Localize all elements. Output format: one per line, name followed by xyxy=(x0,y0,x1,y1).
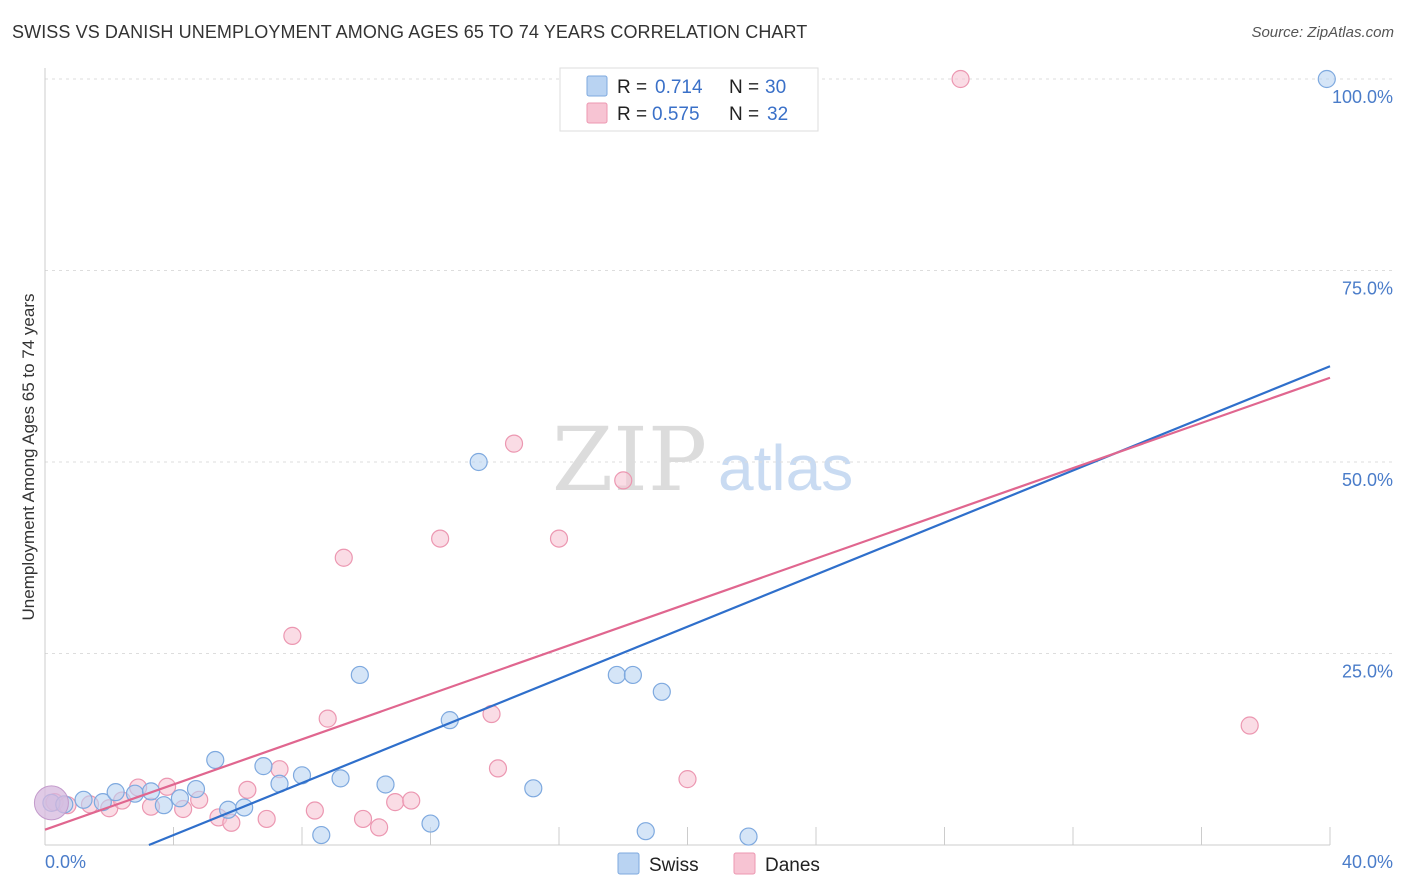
swiss-point xyxy=(623,665,642,685)
danes-point xyxy=(334,548,353,567)
swiss-point xyxy=(186,779,206,799)
swiss-point xyxy=(106,783,125,802)
source-credit: Source: ZipAtlas.com xyxy=(1251,24,1394,41)
swiss-point xyxy=(312,825,331,845)
y-tick-label: 75.0% xyxy=(1342,279,1393,299)
swiss-point xyxy=(421,814,440,833)
x-tick-label-min: 0.0% xyxy=(45,852,86,872)
swiss-series-swatch xyxy=(617,852,640,875)
cluster-point xyxy=(33,785,69,821)
swiss-point xyxy=(93,793,112,812)
danes-r-label: R = xyxy=(617,104,647,125)
swiss-point xyxy=(636,822,655,841)
watermark-zip: ZIP xyxy=(552,408,707,511)
swiss-n-value: 30 xyxy=(765,77,786,98)
swiss-point xyxy=(331,769,350,788)
danes-n-value: 32 xyxy=(767,104,788,125)
swiss-r-value: 0.714 xyxy=(655,77,703,98)
danes-point xyxy=(238,780,257,799)
swiss-points xyxy=(33,69,1336,846)
danes-point xyxy=(1240,716,1259,735)
danes-series-label: Danes xyxy=(765,855,820,876)
danes-point xyxy=(257,809,276,829)
danes-point xyxy=(370,818,389,837)
swiss-point xyxy=(739,827,758,846)
swiss-point xyxy=(607,665,626,685)
swiss-series-label: Swiss xyxy=(649,855,699,876)
danes-point xyxy=(283,626,302,645)
swiss-point xyxy=(376,775,395,794)
swiss-point xyxy=(154,796,173,815)
danes-point xyxy=(431,529,450,548)
swiss-point xyxy=(206,750,225,770)
swiss-r-label: R = xyxy=(617,77,647,98)
danes-legend-swatch xyxy=(586,102,608,124)
watermark-atlas: atlas xyxy=(718,432,853,504)
swiss-legend-swatch xyxy=(586,75,608,97)
danes-point xyxy=(318,709,337,728)
danes-trend-line xyxy=(44,376,1331,831)
danes-point xyxy=(549,529,569,548)
y-tick-label: 25.0% xyxy=(1342,662,1393,682)
danes-point xyxy=(402,791,421,810)
swiss-point xyxy=(524,779,543,798)
danes-point xyxy=(305,801,324,820)
y-axis-title: Unemployment Among Ages 65 to 74 years xyxy=(19,294,38,621)
gridlines xyxy=(45,78,1395,654)
swiss-point xyxy=(469,452,488,472)
y-tick-label: 100.0% xyxy=(1332,87,1393,107)
danes-point xyxy=(386,793,405,812)
y-tick-labels: 25.0% 50.0% 75.0% 100.0% xyxy=(1332,87,1393,682)
trend-lines xyxy=(44,365,1331,847)
danes-point xyxy=(678,770,697,789)
y-tick-label: 50.0% xyxy=(1342,470,1393,490)
swiss-point xyxy=(74,790,93,809)
danes-point xyxy=(951,69,970,89)
x-tick-label-max: 40.0% xyxy=(1342,852,1393,872)
stats-legend: R = 0.714 N = 30 R = 0.575 N = 32 xyxy=(559,67,819,132)
danes-series-swatch xyxy=(733,852,756,875)
swiss-point xyxy=(254,757,273,776)
swiss-n-label: N = xyxy=(729,77,759,98)
chart-title: SWISS VS DANISH UNEMPLOYMENT AMONG AGES … xyxy=(12,22,808,42)
swiss-point xyxy=(1317,69,1336,89)
danes-point xyxy=(353,809,373,829)
danes-point xyxy=(614,471,633,490)
danes-n-label: N = xyxy=(729,104,759,125)
danes-point xyxy=(488,759,508,778)
danes-point xyxy=(504,434,524,453)
series-legend: Swiss Danes xyxy=(617,852,820,876)
swiss-point xyxy=(170,789,190,808)
danes-r-value: 0.575 xyxy=(652,104,700,125)
swiss-point xyxy=(350,665,369,685)
swiss-point xyxy=(652,682,671,701)
